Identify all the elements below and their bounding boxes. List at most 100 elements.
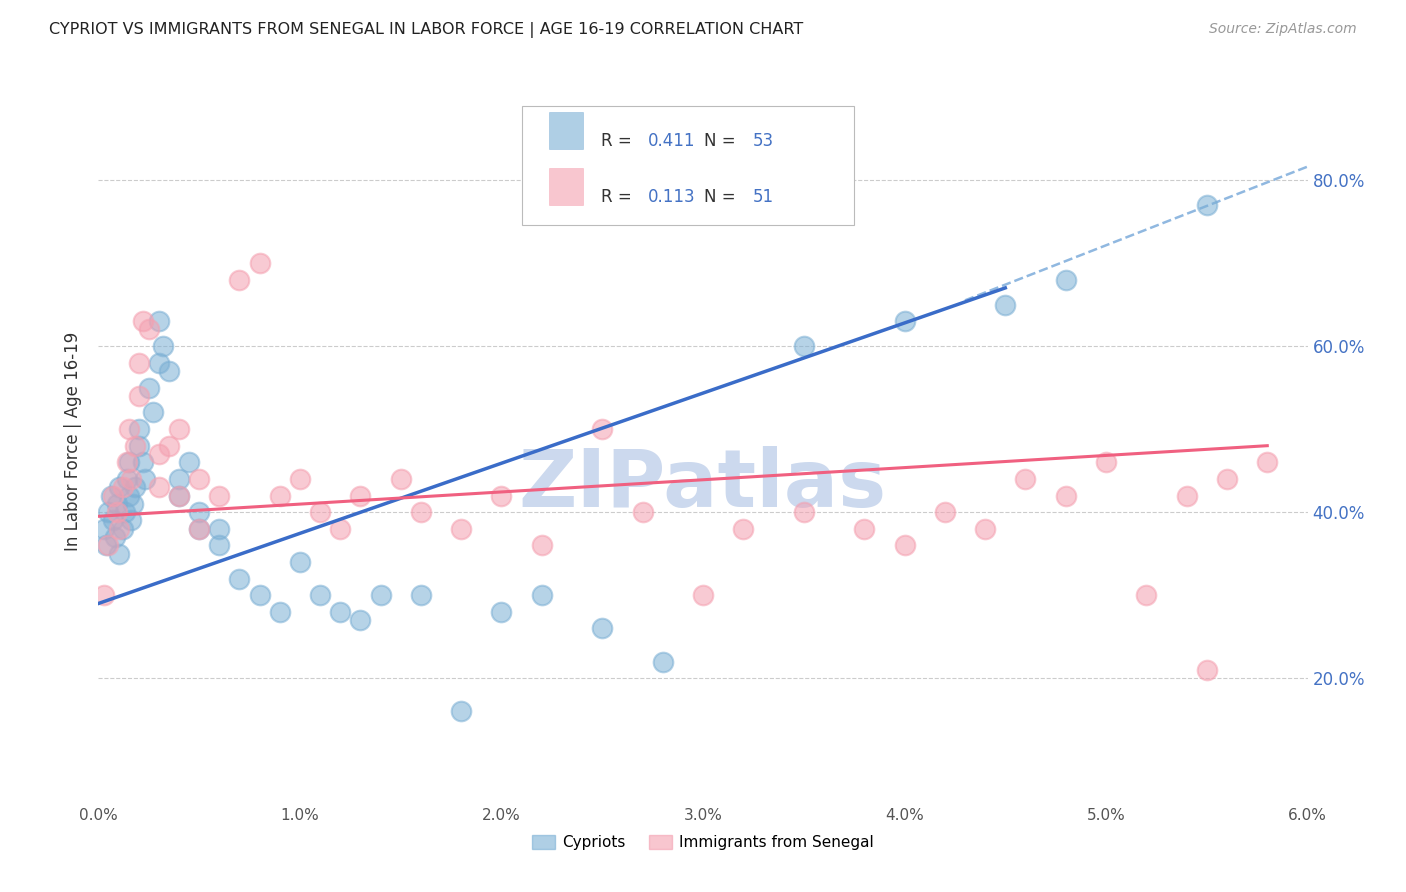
Point [591,422,613,436]
Text: R =: R = [602,187,637,205]
Point [793,505,815,519]
Point [1095,455,1118,469]
Point [692,588,714,602]
Point [409,588,432,602]
Point [450,522,472,536]
Point [128,422,150,436]
Point [93,588,115,602]
Point [96,538,118,552]
Text: 0.411: 0.411 [647,131,695,150]
Point [269,489,291,503]
Point [591,621,613,635]
Point [1256,455,1278,469]
Point [167,472,190,486]
Point [249,256,271,270]
Point [138,322,160,336]
Point [118,455,141,469]
Point [994,297,1017,311]
Point [188,522,211,536]
Point [450,705,472,719]
Point [152,339,174,353]
Point [128,439,150,453]
Point [1014,472,1036,486]
Point [107,522,129,536]
Point [93,522,115,536]
Point [893,314,915,328]
Point [111,480,134,494]
Point [370,588,392,602]
Text: Source: ZipAtlas.com: Source: ZipAtlas.com [1209,22,1357,37]
Point [142,405,165,419]
Point [249,588,271,602]
Point [329,605,352,619]
Point [124,480,146,494]
Point [1195,198,1218,212]
Point [97,505,120,519]
FancyBboxPatch shape [522,105,855,225]
Point [651,655,673,669]
Point [120,513,142,527]
Text: 53: 53 [752,131,773,150]
Point [934,505,956,519]
Point [793,339,815,353]
Point [1175,489,1198,503]
Point [105,505,128,519]
Point [188,522,211,536]
Point [132,455,155,469]
Point [107,547,129,561]
Y-axis label: In Labor Force | Age 16-19: In Labor Force | Age 16-19 [65,332,83,551]
Text: CYPRIOT VS IMMIGRANTS FROM SENEGAL IN LABOR FORCE | AGE 16-19 CORRELATION CHART: CYPRIOT VS IMMIGRANTS FROM SENEGAL IN LA… [49,22,803,38]
Point [208,522,231,536]
Point [114,505,136,519]
Point [148,314,170,328]
Point [1135,588,1157,602]
Point [118,422,141,436]
Point [128,389,150,403]
Point [148,447,170,461]
Point [349,613,371,627]
Point [269,605,291,619]
Legend: Cypriots, Immigrants from Senegal: Cypriots, Immigrants from Senegal [526,830,880,856]
Text: N =: N = [704,131,741,150]
Point [132,314,155,328]
Point [107,480,129,494]
Point [101,513,124,527]
Point [853,522,876,536]
Point [121,497,143,511]
Point [120,472,142,486]
Point [157,439,180,453]
Point [530,538,553,552]
Text: 51: 51 [752,187,773,205]
Point [228,572,250,586]
Point [167,489,190,503]
Point [115,472,138,486]
Point [208,538,231,552]
Text: N =: N = [704,187,741,205]
Point [148,356,170,370]
Point [188,472,211,486]
Text: R =: R = [602,131,637,150]
Point [134,472,156,486]
Point [309,505,332,519]
Point [389,472,412,486]
Point [167,422,190,436]
Point [111,522,134,536]
Point [288,555,311,569]
Point [157,364,180,378]
FancyBboxPatch shape [550,112,583,149]
Point [105,497,128,511]
Text: ZIPatlas: ZIPatlas [519,446,887,524]
Point [329,522,352,536]
Point [491,489,513,503]
Point [208,489,231,503]
Point [631,505,654,519]
Point [179,455,201,469]
Point [167,489,190,503]
Text: 0.113: 0.113 [647,187,695,205]
Point [288,472,311,486]
Point [349,489,371,503]
Point [103,530,125,544]
Point [1054,489,1077,503]
Point [228,272,250,286]
Point [118,489,141,503]
